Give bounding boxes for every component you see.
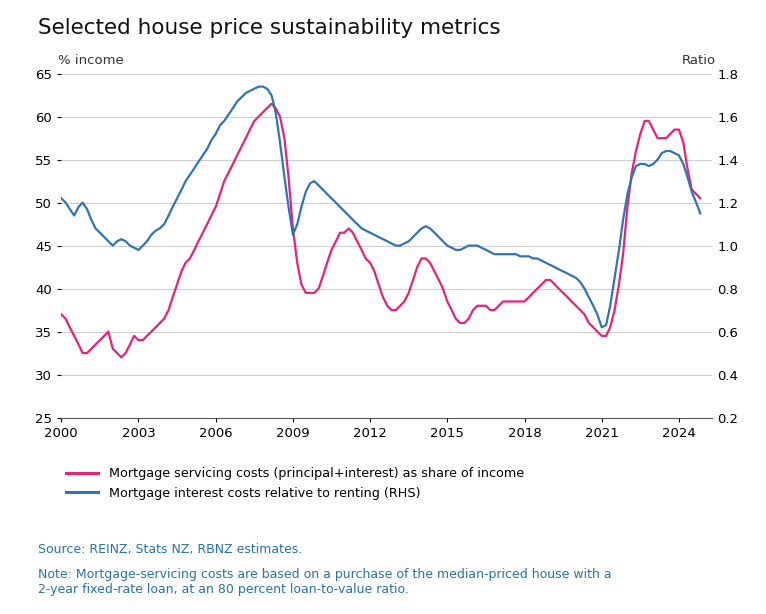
Legend: Mortgage servicing costs (principal+interest) as share of income, Mortgage inter: Mortgage servicing costs (principal+inte… xyxy=(61,462,529,505)
Text: % income: % income xyxy=(58,54,124,67)
Text: Source: REINZ, Stats NZ, RBNZ estimates.: Source: REINZ, Stats NZ, RBNZ estimates. xyxy=(38,543,303,556)
Text: Note: Mortgage-servicing costs are based on a purchase of the median-priced hous: Note: Mortgage-servicing costs are based… xyxy=(38,568,612,596)
Text: Ratio: Ratio xyxy=(682,54,715,67)
Text: Selected house price sustainability metrics: Selected house price sustainability metr… xyxy=(38,18,501,39)
